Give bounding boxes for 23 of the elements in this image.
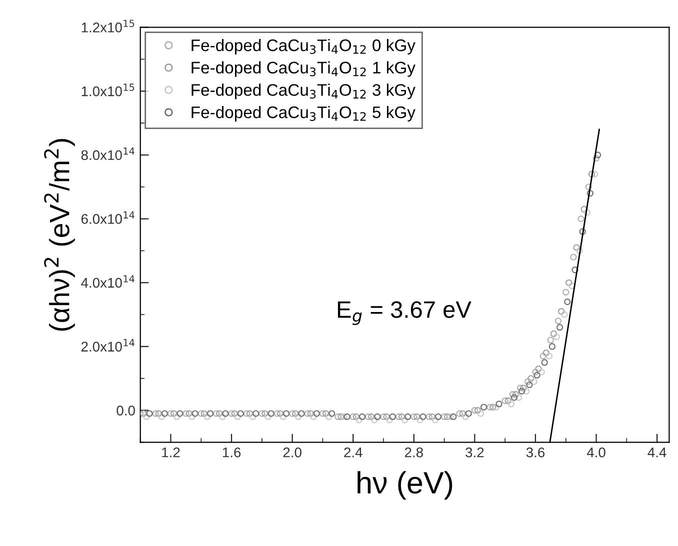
x-tick-label: 2.0	[283, 447, 302, 458]
y-tick-label: 8.0x10$^{14}$	[81, 148, 134, 160]
x-axis-title: hν (eV)	[358, 471, 452, 500]
legend-label: Fe-doped CaCu$_{3}$Ti$_{4}$O$_{12}$ 3 kGy	[192, 84, 416, 100]
x-tick-label: 4.0	[586, 447, 606, 458]
y-tick-label: 1.0x10$^{15}$	[82, 84, 134, 96]
y-tick-label: 2.0x10$^{14}$	[81, 339, 134, 352]
x-tick-label: 4.4	[648, 448, 666, 458]
legend-label: Fe-doped CaCu$_{3}$Ti$_{4}$O$_{12}$ 1 kGy	[192, 61, 416, 77]
legend-label: Fe-doped CaCu$_{3}$Ti$_{4}$O$_{12}$ 0 kGy	[192, 38, 416, 55]
y-tick-label: 6.0x10$^{14}$	[81, 211, 134, 224]
x-tick-label: 2.8	[404, 447, 423, 458]
x-tick-label: 1.6	[222, 447, 241, 458]
x-tick-label: 3.2	[466, 447, 484, 458]
x-tick-label: 1.2	[162, 447, 180, 458]
annotation: E$_{g}$ = 3.67 eV	[338, 301, 472, 326]
y-tick-label: 0.0	[116, 406, 135, 416]
y-tick-label: 4.0x10$^{14}$	[81, 275, 134, 288]
x-tick-label: 2.4	[344, 447, 362, 458]
y-axis-title: (αhν)$^{2}$ (eV$^{2}$/m$^{2}$)	[44, 139, 75, 331]
y-tick-label: 1.2x10$^{15}$	[82, 20, 134, 32]
legend-label: Fe-doped CaCu$_{3}$Ti$_{4}$O$_{12}$ 5 kGy	[192, 106, 416, 122]
x-tick-label: 3.6	[526, 447, 544, 458]
